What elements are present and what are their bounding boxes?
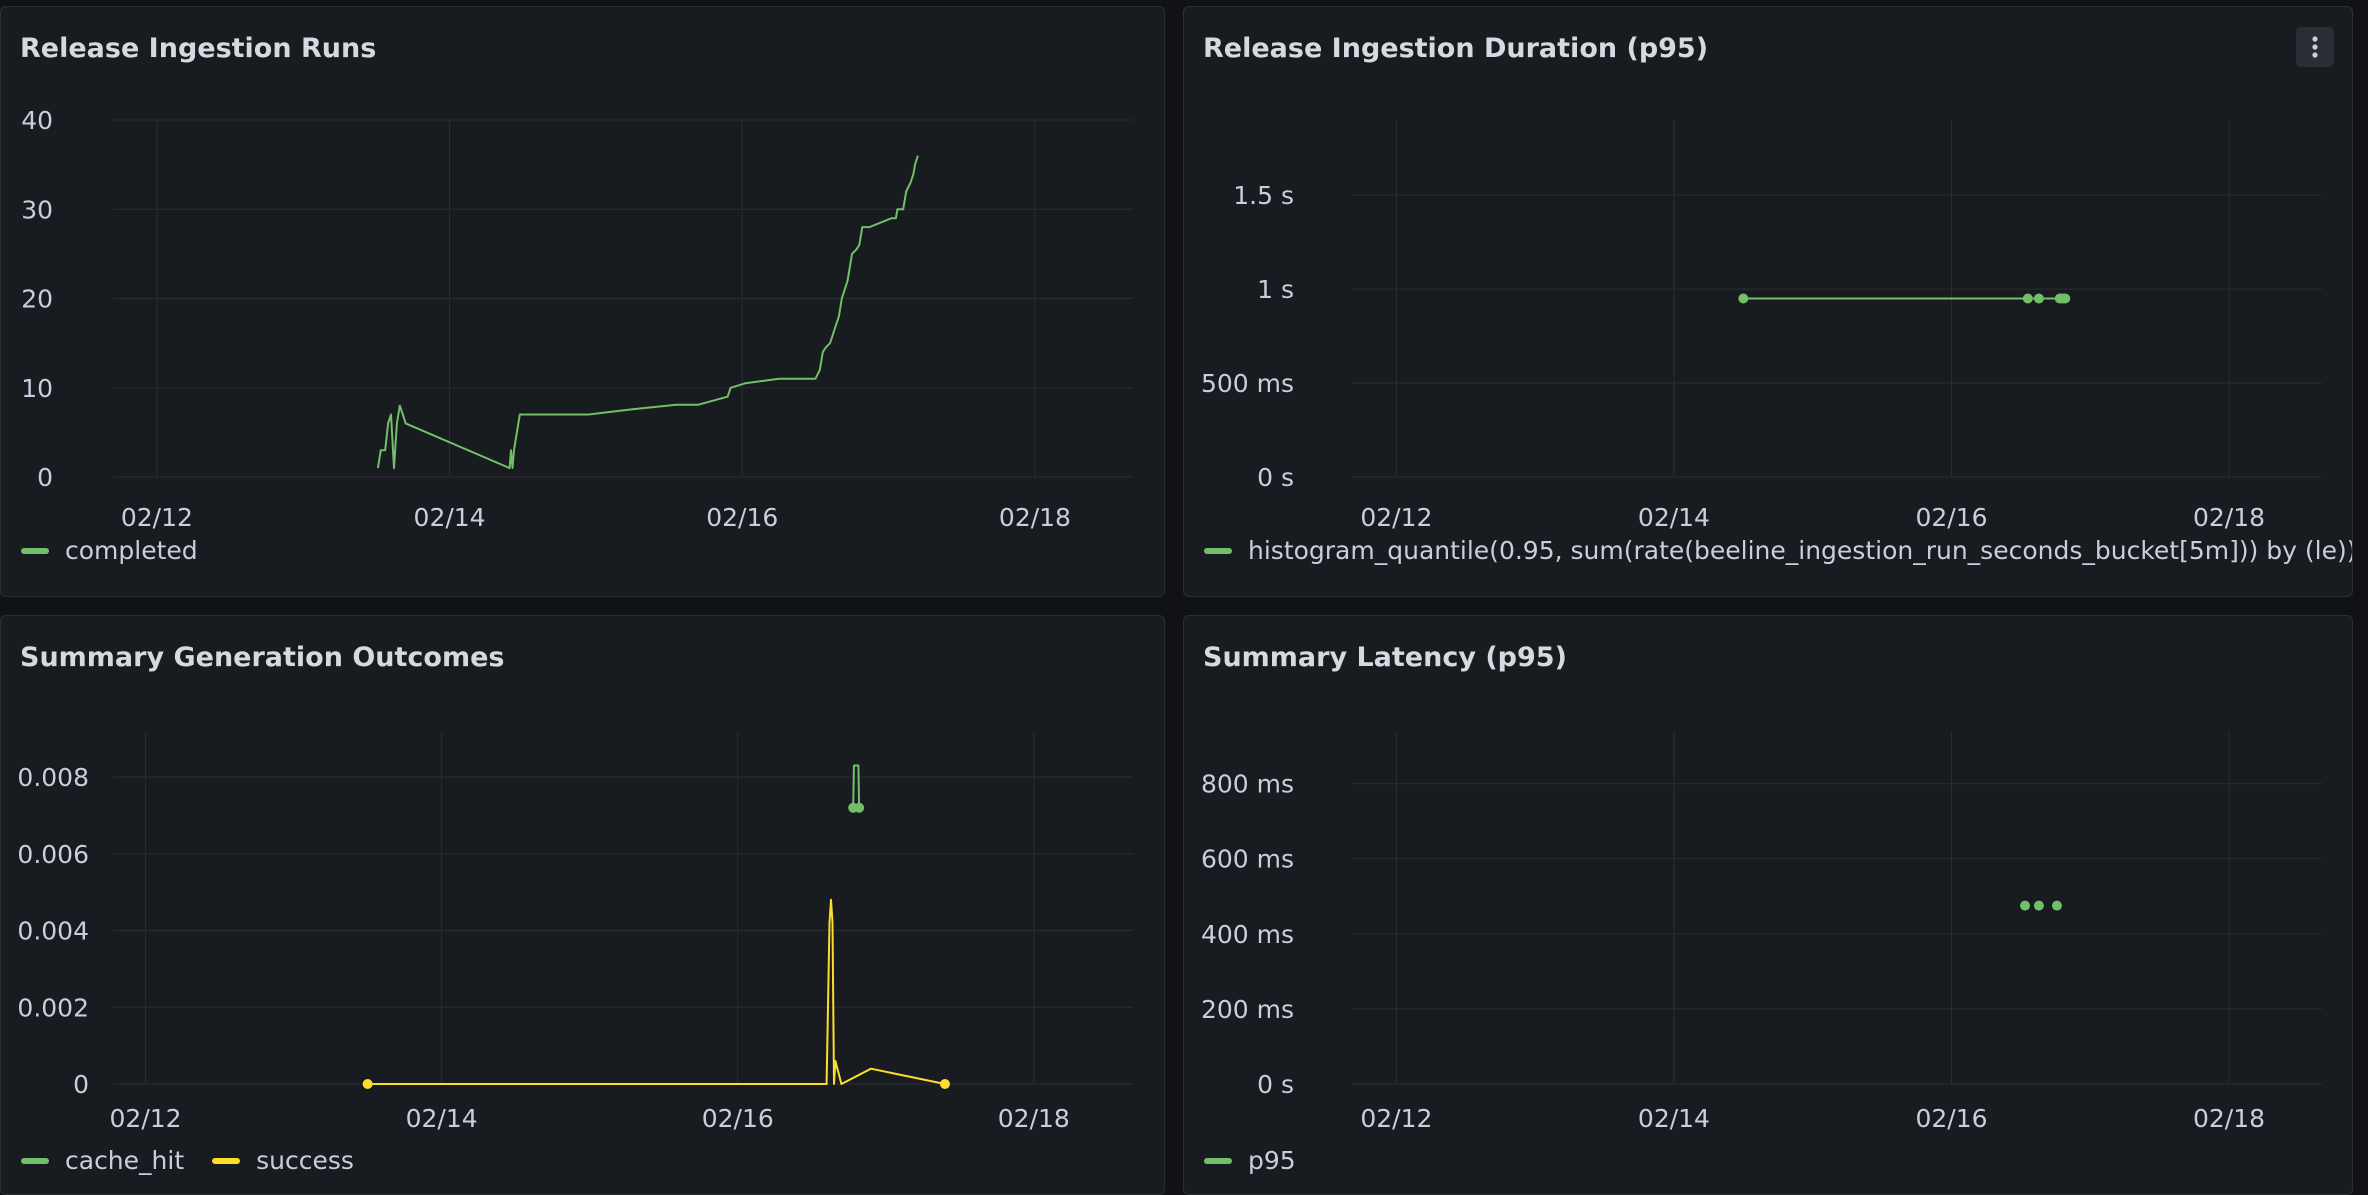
x-tick-label: 02/16 (1915, 1104, 1987, 1133)
legend: p95 (1204, 1146, 1324, 1175)
legend-item-p95[interactable]: p95 (1204, 1146, 1296, 1175)
y-tick-label: 600 ms (1201, 845, 1294, 874)
chart-release-ingestion-runs[interactable]: 0 10 20 30 40 02/12 02/14 02/16 02/18 (1, 7, 1165, 597)
legend-item-histogram-quantile[interactable]: histogram_quantile(0.95, sum(rate(beelin… (1204, 536, 2353, 565)
data-point (2051, 900, 2062, 911)
panel-menu-button[interactable] (2296, 27, 2334, 67)
y-tick-label: 200 ms (1201, 995, 1294, 1024)
x-tick-label: 02/14 (414, 503, 486, 532)
y-tick-label: 0.006 (17, 840, 89, 869)
legend-label: success (256, 1146, 354, 1175)
legend-swatch (21, 547, 49, 554)
x-tick-label: 02/18 (998, 1104, 1070, 1133)
x-tick-label: 02/16 (702, 1104, 774, 1133)
legend: histogram_quantile(0.95, sum(rate(beelin… (1204, 536, 2353, 565)
series-line-success (367, 898, 946, 1085)
legend-swatch (212, 1157, 241, 1164)
legend-item-cache-hit[interactable]: cache_hit (21, 1146, 184, 1175)
data-point (2022, 293, 2033, 304)
panel-title[interactable]: Summary Latency (p95) (1203, 642, 1567, 673)
y-tick-label: 40 (21, 106, 53, 135)
y-tick-label: 0 s (1257, 463, 1294, 492)
y-tick-label: 0.002 (17, 993, 89, 1022)
y-tick-label: 0 (73, 1070, 89, 1099)
legend-label: histogram_quantile(0.95, sum(rate(beelin… (1248, 536, 2353, 565)
y-tick-label: 500 ms (1201, 369, 1294, 398)
panel-title[interactable]: Summary Generation Outcomes (20, 642, 505, 673)
y-tick-label: 30 (21, 195, 53, 224)
panel-title[interactable]: Release Ingestion Duration (p95) (1203, 33, 1709, 64)
series-line-cache-hit (852, 764, 861, 808)
panel-title[interactable]: Release Ingestion Runs (20, 33, 377, 64)
y-tick-label: 20 (21, 285, 53, 314)
kebab-menu-icon (2312, 36, 2318, 58)
data-point (2033, 900, 2044, 911)
x-tick-label: 02/14 (1638, 1104, 1710, 1133)
legend: cache_hit success (21, 1146, 382, 1175)
x-tick-label: 02/16 (706, 503, 778, 532)
y-tick-label: 10 (21, 374, 53, 403)
x-tick-label: 02/18 (2193, 503, 2265, 532)
x-tick-label: 02/16 (1915, 503, 1987, 532)
legend-label: completed (65, 536, 198, 565)
legend-item-success[interactable]: success (212, 1146, 354, 1175)
data-point (854, 802, 865, 813)
chart-release-ingestion-duration[interactable]: 0 s 500 ms 1 s 1.5 s 02/12 02/14 02/16 02/18 (1184, 7, 2353, 597)
y-tick-label: 1.5 s (1233, 181, 1294, 210)
y-tick-label: 800 ms (1201, 770, 1294, 799)
x-tick-label: 02/14 (406, 1104, 478, 1133)
y-tick-label: 1 s (1257, 275, 1294, 304)
y-tick-label: 0 (37, 463, 53, 492)
data-point (2060, 293, 2071, 304)
legend-swatch (1204, 547, 1232, 554)
y-tick-label: 0.004 (17, 917, 89, 946)
panel-release-ingestion-duration: Release Ingestion Duration (p95) 0 s 500 … (1183, 6, 2353, 597)
x-tick-label: 02/12 (1360, 503, 1432, 532)
x-tick-label: 02/18 (2193, 1104, 2265, 1133)
data-point (939, 1079, 950, 1089)
series-line-completed (376, 155, 919, 470)
x-tick-label: 02/14 (1638, 503, 1710, 532)
legend-label: cache_hit (65, 1146, 185, 1175)
legend-item-completed[interactable]: completed (21, 536, 198, 565)
data-point (1738, 293, 1749, 304)
y-tick-label: 0 s (1257, 1070, 1294, 1099)
data-point (2033, 293, 2044, 304)
chart-summary-latency[interactable]: 0 s 200 ms 400 ms 600 ms 800 ms 02/12 02/14 02/… (1184, 616, 2353, 1195)
data-point (2020, 900, 2031, 911)
legend-swatch (1204, 1157, 1232, 1164)
panel-summary-generation-outcomes: Summary Generation Outcomes 0 0.002 0.004 0… (0, 615, 1165, 1195)
data-point (362, 1079, 373, 1089)
y-tick-label: 0.008 (17, 763, 89, 792)
legend-label: p95 (1248, 1146, 1296, 1175)
x-tick-label: 02/18 (999, 503, 1071, 532)
panel-release-ingestion-runs: Release Ingestion Runs 0 10 20 30 40 02/12 02/… (0, 6, 1165, 597)
legend-swatch (21, 1157, 49, 1164)
x-tick-label: 02/12 (110, 1104, 182, 1133)
x-tick-label: 02/12 (121, 503, 193, 532)
legend: completed (21, 536, 226, 565)
panel-summary-latency: Summary Latency (p95) 0 s 200 ms 400 ms 600… (1183, 615, 2353, 1195)
chart-summary-generation-outcomes[interactable]: 0 0.002 0.004 0.006 0.008 02/12 02/14 02/16 02/1… (1, 616, 1165, 1195)
x-tick-label: 02/12 (1360, 1104, 1432, 1133)
y-tick-label: 400 ms (1201, 920, 1294, 949)
